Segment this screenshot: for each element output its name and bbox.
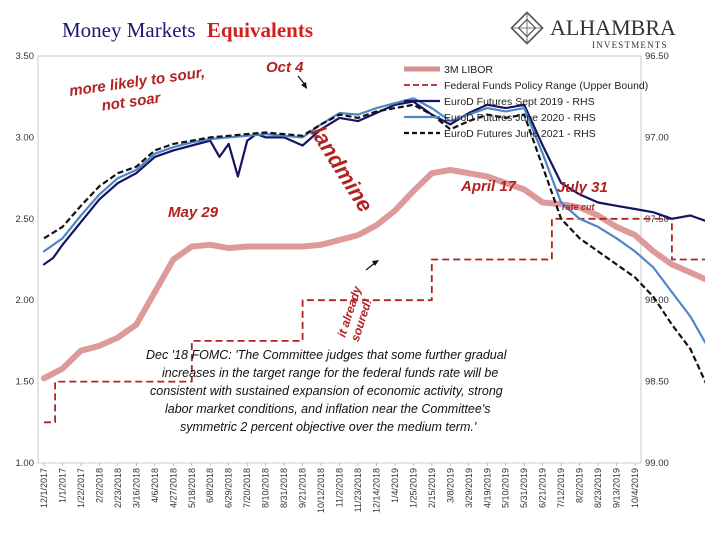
fomc-quote: Dec '18 FOMC: 'The Committee judges that…	[146, 348, 510, 434]
legend-label-fedfunds: Federal Funds Policy Range (Upper Bound)	[444, 80, 648, 92]
x-tick-2: 1/22/2017	[76, 468, 86, 508]
chart-title-emphasis: Equivalents	[207, 18, 313, 42]
x-tick-11: 7/20/2018	[242, 468, 252, 508]
y-left-tick-4: 3.00	[16, 132, 35, 143]
x-tick-18: 12/14/2018	[371, 468, 381, 513]
x-tick-23: 3/29/2019	[464, 468, 474, 508]
x-tick-13: 8/31/2018	[279, 468, 289, 508]
legend-label-june2021: EuroD Futures June 2021 - RHS	[444, 128, 596, 140]
x-tick-20: 1/25/2019	[408, 468, 418, 508]
x-tick-9: 6/8/2018	[205, 468, 215, 503]
annotation-landmine: landmine	[306, 121, 378, 216]
x-tick-10: 6/29/2018	[224, 468, 234, 508]
x-tick-25: 5/10/2019	[501, 468, 511, 508]
x-tick-4: 2/23/2018	[113, 468, 123, 508]
y-left-tick-2: 2.00	[16, 295, 35, 306]
x-tick-14: 9/21/2018	[298, 468, 308, 508]
x-ticks: 12/1/2017 1/1/2017 1/22/2017 2/2/2018 2/23/2…	[39, 463, 640, 513]
x-tick-3: 2/2/2018	[94, 468, 104, 503]
annotation-july31: July 31	[557, 179, 608, 196]
y-right-tick-0: 96.50	[645, 51, 669, 62]
x-tick-16: 11/2/2018	[335, 468, 345, 507]
annotation-april17: April 17	[460, 178, 517, 195]
y-right-tick-5: 99.00	[645, 458, 669, 469]
x-tick-12: 8/10/2018	[261, 468, 271, 508]
y-right-tick-4: 98.50	[645, 377, 669, 388]
y-right-tick-1: 97.00	[645, 132, 669, 143]
x-tick-19: 1/4/2019	[390, 468, 400, 503]
annotation-oct4: Oct 4	[266, 59, 304, 76]
x-tick-22: 3/8/2019	[445, 468, 455, 503]
x-tick-5: 3/16/2018	[131, 468, 141, 508]
x-tick-6: 4/6/2018	[150, 468, 160, 503]
x-tick-30: 8/23/2019	[593, 468, 603, 508]
y-left-ticks: 1.00 1.50 2.00 2.50 3.00 3.50	[16, 51, 35, 469]
chart-title-main: Money Markets	[62, 18, 196, 42]
annotation-may29: May 29	[168, 204, 219, 221]
chart-title: Money Markets Equivalents	[62, 18, 313, 42]
series-line-june2021	[43, 103, 705, 384]
annotation-sour: more likely to sour, not soar	[68, 64, 213, 119]
annotation-soured-arrow	[365, 260, 379, 271]
legend-label-sept2019: EuroD Futures Sept 2019 - RHS	[444, 96, 595, 108]
annotation-oct4-arrow	[297, 75, 307, 89]
y-left-tick-0: 1.00	[16, 458, 35, 469]
x-tick-15: 10/12/2018	[316, 468, 326, 513]
y-left-tick-1: 1.50	[16, 377, 35, 388]
series-layer	[41, 97, 705, 424]
annotation-soured: it already soured!	[335, 281, 379, 343]
x-tick-31: 9/13/2019	[612, 468, 622, 508]
x-tick-32: 10/4/2019	[630, 468, 640, 508]
logo-name: ALHAMBRA	[550, 15, 676, 40]
legend: 3M LIBOR Federal Funds Policy Range (Upp…	[404, 64, 648, 140]
x-tick-24: 4/19/2019	[482, 468, 492, 508]
x-tick-27: 6/21/2019	[538, 468, 548, 508]
series-line-june2020	[42, 97, 705, 345]
x-tick-7: 4/27/2018	[168, 468, 178, 508]
x-tick-1: 1/1/2017	[57, 468, 67, 503]
series-line-fedfunds	[44, 217, 705, 424]
y-left-tick-5: 3.50	[16, 51, 35, 62]
annotation-ratecut: rate cut	[562, 202, 596, 212]
x-tick-29: 8/2/2019	[575, 468, 585, 503]
series-line-sept2019	[42, 100, 705, 266]
logo: ALHAMBRA INVESTMENTS	[510, 11, 676, 50]
x-tick-26: 5/31/2019	[519, 468, 529, 508]
x-tick-8: 5/18/2018	[187, 468, 197, 508]
legend-label-june2020: EuroD Futures June 2020 - RHS	[444, 112, 596, 124]
legend-label-libor: 3M LIBOR	[444, 64, 493, 76]
y-left-tick-3: 2.50	[16, 214, 35, 225]
series-line-libor	[41, 167, 705, 382]
x-tick-0: 12/1/2017	[39, 468, 49, 508]
x-tick-17: 11/23/2018	[353, 468, 363, 512]
logo-mark-icon	[510, 11, 544, 45]
logo-sub: INVESTMENTS	[592, 40, 668, 50]
x-tick-21: 2/15/2019	[427, 468, 437, 508]
x-tick-28: 7/12/2019	[556, 468, 566, 508]
